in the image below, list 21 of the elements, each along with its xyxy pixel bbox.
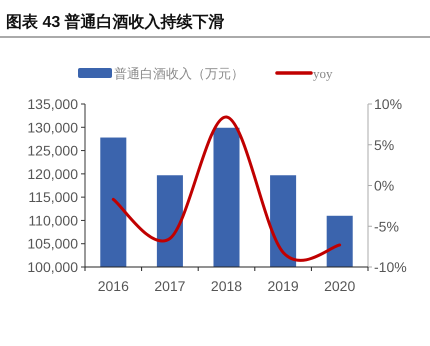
y-tick-label: 135,000 bbox=[27, 96, 78, 112]
x-tick-label: 2020 bbox=[324, 278, 356, 294]
chart-title: 图表 43 普通白酒收入持续下滑 bbox=[6, 12, 225, 31]
y-tick-label: 100,000 bbox=[27, 259, 78, 275]
x-tick-label: 2017 bbox=[154, 278, 186, 294]
legend-label: 普通白酒收入（万元） bbox=[114, 66, 244, 81]
y2-tick-label: 10% bbox=[374, 96, 402, 112]
y2-tick-label: -5% bbox=[374, 218, 399, 234]
y-tick-label: 125,000 bbox=[27, 142, 78, 159]
y2-tick-label: -10% bbox=[374, 259, 407, 275]
y-tick-label: 110,000 bbox=[28, 212, 78, 228]
y-tick-label: 115,000 bbox=[28, 189, 78, 206]
legend-label: yoy bbox=[313, 66, 333, 81]
y2-tick-label: 0% bbox=[374, 178, 394, 194]
y-tick-label: 130,000 bbox=[27, 119, 78, 136]
x-tick-label: 2018 bbox=[210, 278, 242, 294]
y2-tick-label: 5% bbox=[374, 136, 394, 153]
x-tick-label: 2016 bbox=[98, 278, 130, 294]
y-tick-label: 105,000 bbox=[27, 236, 78, 252]
x-tick-label: 2019 bbox=[268, 278, 299, 294]
y-tick-label: 120,000 bbox=[27, 166, 78, 182]
